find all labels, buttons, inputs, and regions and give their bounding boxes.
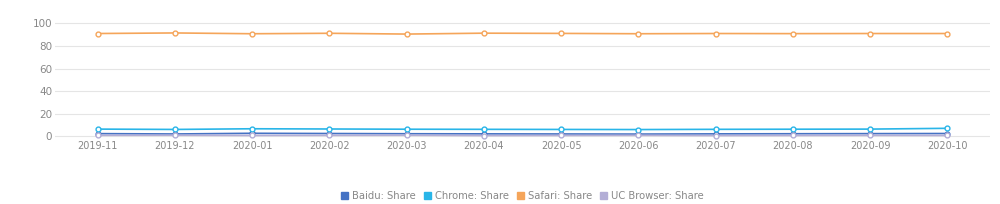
Legend: Baidu: Share, Chrome: Share, Safari: Share, UC Browser: Share: Baidu: Share, Chrome: Share, Safari: Sha… <box>341 191 704 201</box>
